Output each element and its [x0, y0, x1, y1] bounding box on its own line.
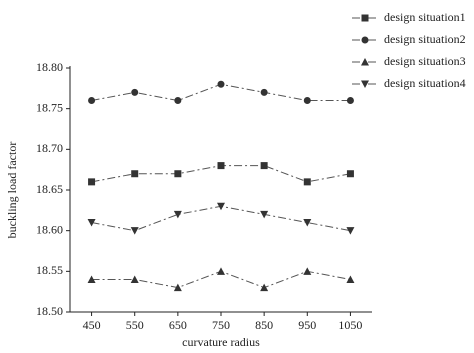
- marker: [361, 36, 369, 44]
- x-tick-label: 850: [255, 318, 273, 332]
- marker: [217, 267, 225, 275]
- marker: [361, 14, 369, 22]
- y-tick-label: 18.80: [36, 60, 63, 74]
- marker: [361, 58, 369, 66]
- marker: [131, 88, 139, 96]
- y-tick-label: 18.55: [36, 263, 63, 277]
- legend-label: design situation4: [384, 76, 466, 90]
- y-tick-label: 18.65: [36, 182, 63, 196]
- marker: [130, 227, 139, 235]
- marker: [303, 267, 312, 275]
- marker: [303, 178, 311, 186]
- marker: [131, 170, 139, 178]
- marker: [303, 219, 312, 227]
- y-tick-label: 18.60: [36, 222, 63, 236]
- marker: [346, 227, 355, 235]
- marker: [173, 283, 182, 292]
- marker: [130, 275, 139, 283]
- legend-label: design situation3: [384, 54, 466, 68]
- marker: [217, 202, 225, 211]
- marker: [260, 162, 268, 170]
- marker: [260, 210, 269, 219]
- y-axis-title: buckling load factor: [5, 142, 19, 239]
- marker: [361, 80, 369, 88]
- marker: [346, 170, 354, 178]
- x-tick-label: 650: [169, 318, 187, 332]
- marker: [346, 275, 355, 283]
- marker: [217, 162, 225, 170]
- x-tick-label: 450: [83, 318, 101, 332]
- x-tick-label: 950: [298, 318, 316, 332]
- marker: [173, 210, 182, 219]
- marker: [303, 97, 311, 105]
- marker: [174, 170, 182, 178]
- x-tick-label: 550: [126, 318, 144, 332]
- y-tick-label: 18.70: [36, 141, 63, 155]
- legend-label: design situation2: [384, 32, 466, 46]
- marker: [260, 283, 269, 292]
- marker: [174, 97, 182, 105]
- marker: [346, 97, 354, 105]
- x-tick-label: 1050: [338, 318, 362, 332]
- x-axis-title: curvature radius: [182, 335, 260, 349]
- marker: [87, 275, 96, 283]
- legend-label: design situation1: [384, 10, 466, 24]
- marker: [87, 219, 96, 227]
- y-tick-label: 18.75: [36, 100, 63, 114]
- marker: [88, 178, 96, 186]
- marker: [217, 80, 225, 88]
- y-tick-label: 18.50: [36, 304, 63, 318]
- x-tick-label: 750: [212, 318, 230, 332]
- marker: [260, 88, 268, 96]
- marker: [88, 97, 96, 105]
